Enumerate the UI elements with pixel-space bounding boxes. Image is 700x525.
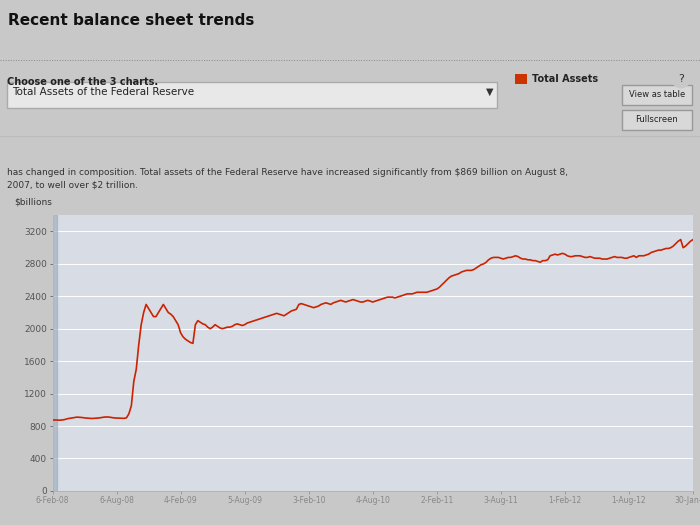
Text: Fullscreen: Fullscreen (636, 116, 678, 124)
Text: Total Assets of the Federal Reserve: Total Assets of the Federal Reserve (12, 87, 194, 97)
Text: 2007, to well over $2 trillion.: 2007, to well over $2 trillion. (7, 180, 138, 189)
Text: Choose one of the 3 charts.: Choose one of the 3 charts. (7, 77, 158, 87)
Text: Recent balance sheet trends: Recent balance sheet trends (8, 13, 255, 28)
Bar (622, 85, 692, 105)
Circle shape (672, 70, 690, 88)
Bar (7, 82, 497, 108)
Text: ▼: ▼ (486, 87, 493, 97)
Text: has changed in composition. Total assets of the Federal Reserve have increased s: has changed in composition. Total assets… (7, 168, 568, 177)
Text: ?: ? (678, 74, 684, 83)
Text: Total Assets: Total Assets (532, 74, 598, 83)
Bar (622, 110, 692, 130)
Text: View as table: View as table (629, 90, 685, 99)
Text: $billions: $billions (14, 198, 52, 207)
Bar (52, 215, 57, 491)
Bar (515, 74, 527, 83)
